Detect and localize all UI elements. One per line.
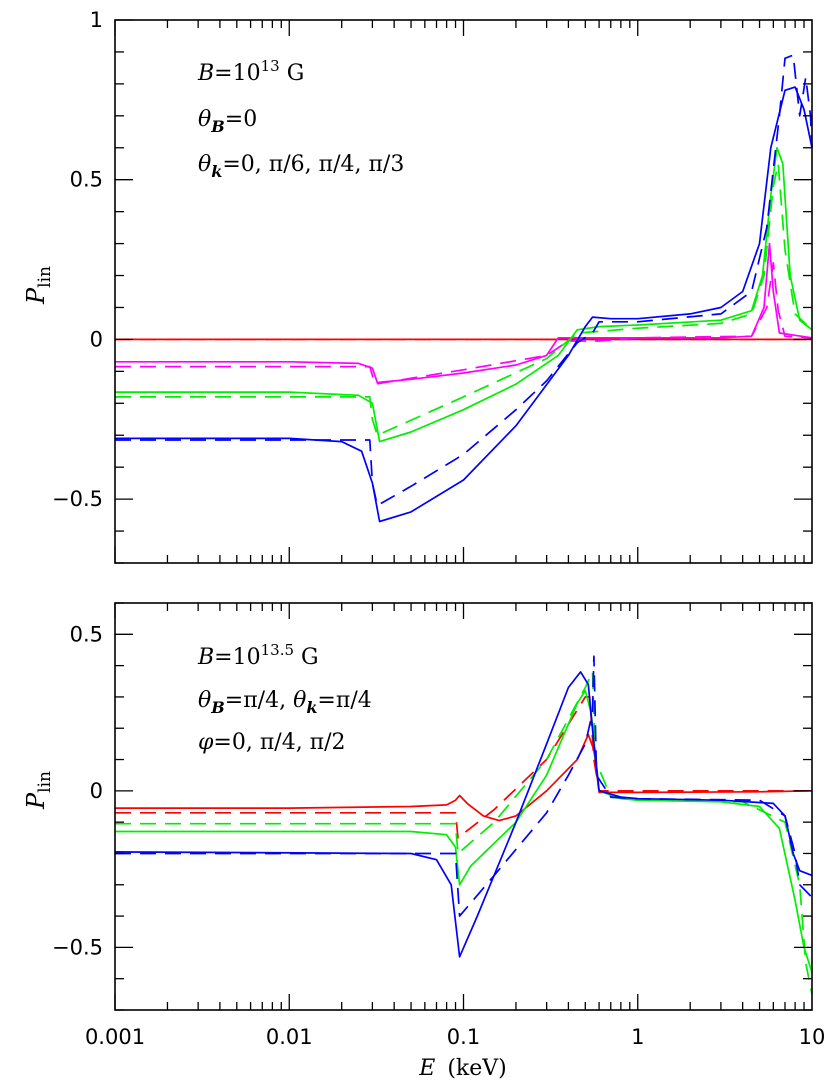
x-tick-label: 0.1 [447, 1025, 480, 1049]
x-axis-title: E (keV) [418, 1056, 506, 1081]
series-green-solid [115, 146, 813, 443]
annotation-angles: θB=π/4, θk=π/4 [198, 688, 372, 717]
x-tick-label: 0.001 [85, 1025, 145, 1049]
y-tick-label: 0.5 [70, 622, 103, 646]
annotation-field-strength: B=1013.5 G [197, 641, 319, 670]
series-magenta-solid [115, 242, 813, 384]
y-axis-title-bottom: Plin [22, 771, 55, 810]
series-magenta-dashed [115, 261, 813, 385]
y-tick-label: 0.5 [70, 168, 103, 192]
series-blue-dashed [115, 54, 813, 507]
annotation-series-values: φ=0, π/4, π/2 [198, 730, 346, 755]
bottom-panel: 0.5 0 −0.5 0.001 0.01 0.1 1 10 B=1013.5 G θB=π/4,… [52, 602, 826, 1049]
y-tick-label: 1 [90, 8, 103, 32]
y-tick-label: 0 [90, 779, 103, 803]
series-green-dashed [115, 162, 813, 437]
series-blue-dashed [115, 655, 813, 917]
series-red-dashed [115, 696, 812, 839]
y-tick-label: −0.5 [52, 487, 103, 511]
annotation-series-values: θk=0, π/6, π/4, π/3 [198, 152, 404, 181]
series-blue-solid [115, 86, 813, 523]
x-tick-label: 0.01 [266, 1025, 313, 1049]
plot-frame [114, 19, 813, 564]
top-panel: 1 0.5 0 −0.5 B=1013 G θB=0 θk=0, π/6, π/4, π/3 [52, 8, 813, 564]
annotation-field-strength: B=1013 G [197, 57, 304, 86]
annotation-angles: θB=0 [198, 107, 257, 136]
y-axis-title-top: Plin [22, 266, 55, 305]
x-tick-label: 10 [799, 1025, 826, 1049]
x-tick-label: 1 [631, 1025, 644, 1049]
series-blue-solid [114, 671, 813, 958]
y-tick-label: −0.5 [52, 935, 103, 959]
y-tick-label: 0 [90, 327, 103, 351]
